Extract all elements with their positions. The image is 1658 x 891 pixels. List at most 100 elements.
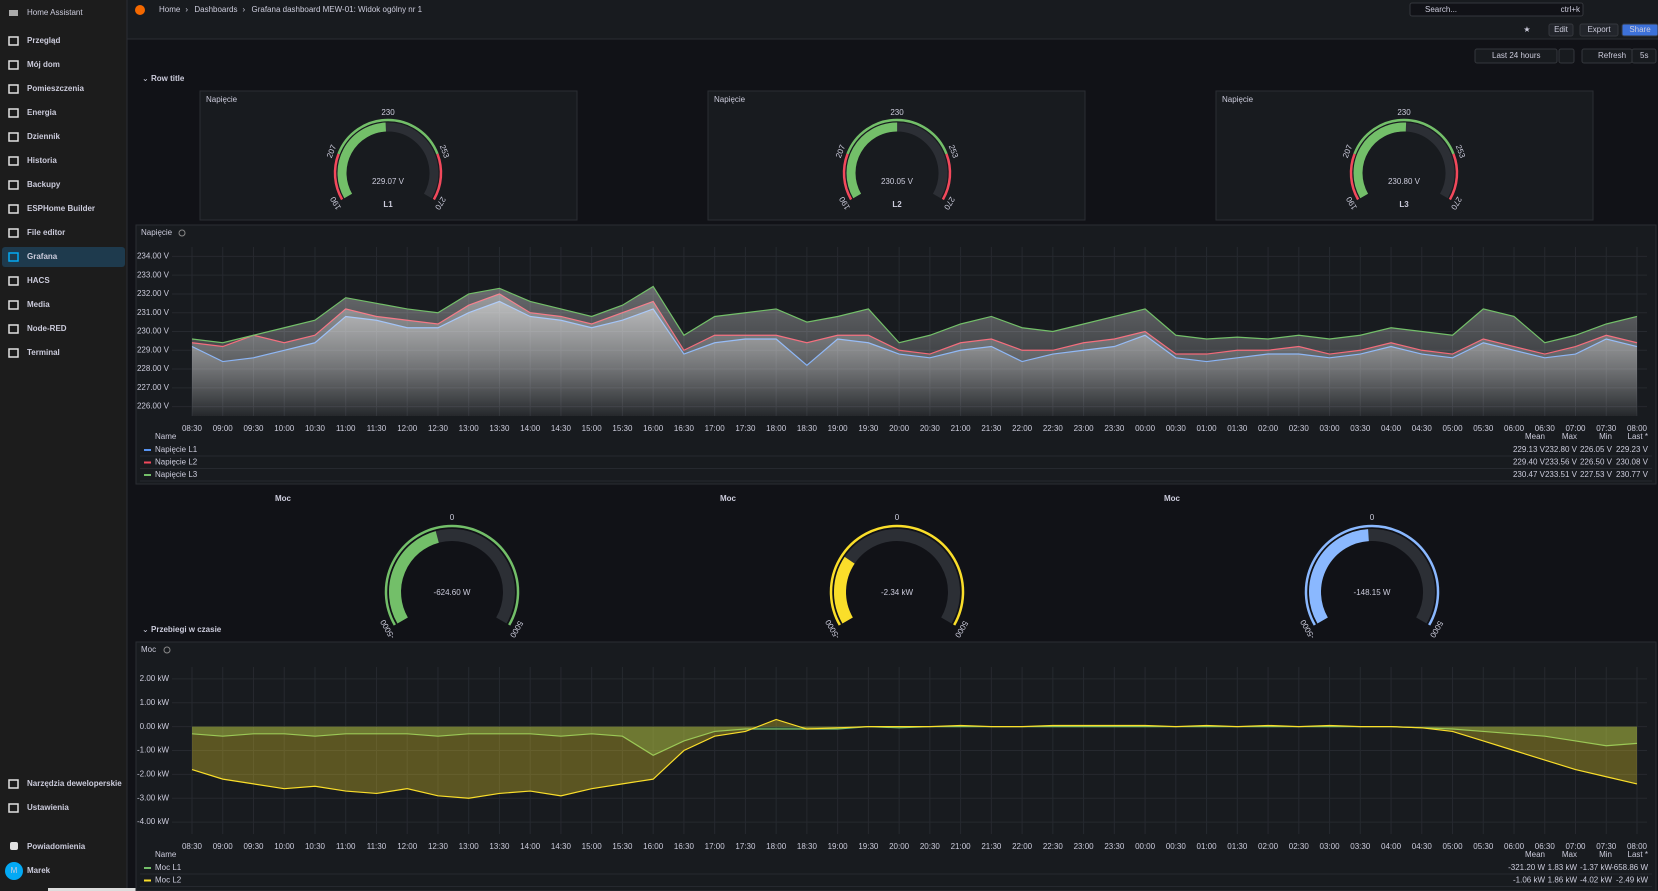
- avatar-letter: M: [11, 866, 18, 875]
- nav-item[interactable]: File editor: [27, 228, 65, 237]
- y-tick-label: 231.00 V: [137, 308, 170, 317]
- nav-item[interactable]: HACS: [27, 276, 50, 285]
- legend-header[interactable]: Min: [1599, 432, 1612, 441]
- panel-title: Napięcie: [714, 95, 746, 104]
- x-tick-label: 00:30: [1166, 424, 1187, 433]
- x-tick-label: 11:00: [336, 842, 356, 851]
- row-title[interactable]: Przebiegi w czasie: [151, 625, 222, 634]
- x-tick-label: 09:30: [243, 424, 264, 433]
- notifications[interactable]: Powiadomienia: [27, 842, 86, 851]
- y-tick-label: 232.00 V: [137, 289, 170, 298]
- time-picker[interactable]: [1474, 48, 1558, 64]
- nav-item[interactable]: Narzędzia deweloperskie: [27, 779, 122, 788]
- legend-stat: 226.05 V: [1580, 445, 1613, 454]
- legend-name[interactable]: Moc L1: [155, 863, 182, 872]
- threshold: [432, 153, 443, 201]
- toolbar-button[interactable]: [1621, 23, 1658, 37]
- x-tick-label: 10:00: [274, 842, 295, 851]
- threshold: [829, 524, 965, 626]
- nav-item[interactable]: Ustawienia: [27, 803, 69, 812]
- legend-name[interactable]: Napięcie L2: [155, 458, 198, 467]
- x-tick-label: 22:00: [1012, 842, 1033, 851]
- x-tick-label: 20:00: [889, 424, 910, 433]
- nav-item[interactable]: Media: [27, 300, 50, 309]
- info-icon[interactable]: [163, 646, 171, 654]
- zoom-button[interactable]: [1558, 48, 1575, 64]
- nav-item[interactable]: Przegląd: [27, 36, 60, 45]
- threshold: [846, 118, 948, 155]
- nav-item[interactable]: ESPHome Builder: [27, 204, 95, 213]
- x-tick-label: 06:30: [1535, 842, 1556, 851]
- x-tick-label: 07:00: [1565, 842, 1586, 851]
- legend-header[interactable]: Last *: [1628, 432, 1648, 441]
- legend-header[interactable]: Last *: [1628, 850, 1648, 859]
- nav-item[interactable]: Backupy: [27, 180, 61, 189]
- x-tick-label: 18:30: [797, 842, 818, 851]
- x-tick-label: 00:30: [1166, 842, 1187, 851]
- threshold: [1349, 153, 1360, 201]
- x-tick-label: 13:30: [489, 842, 510, 851]
- gauge-value-label: -624.60 W: [434, 588, 471, 597]
- nav-item[interactable]: Mój dom: [27, 60, 60, 69]
- legend-header[interactable]: Min: [1599, 850, 1612, 859]
- star[interactable]: ★: [1523, 25, 1530, 34]
- legend-name[interactable]: Moc L2: [155, 876, 182, 885]
- threshold: [333, 153, 344, 201]
- x-tick-label: 21:00: [951, 842, 972, 851]
- y-tick-label: 233.00 V: [137, 270, 170, 279]
- nav-item[interactable]: Pomieszczenia: [27, 84, 84, 93]
- nav-item[interactable]: Terminal: [27, 348, 60, 357]
- toolbar: [127, 19, 1658, 39]
- legend-header[interactable]: Mean: [1525, 432, 1545, 441]
- nav-item[interactable]: Dziennik: [27, 132, 60, 141]
- nav-icon: [8, 204, 19, 214]
- y-tick-label: 226.00 V: [137, 402, 170, 411]
- nav-icon: [8, 276, 19, 286]
- breadcrumb[interactable]: Home: [159, 5, 181, 14]
- x-tick-label: 19:30: [858, 424, 879, 433]
- x-tick-label: 06:30: [1535, 424, 1556, 433]
- row-chevron: ⌄: [142, 74, 149, 83]
- toolbar-button[interactable]: [1548, 23, 1574, 37]
- gauge-tick: 0: [450, 513, 455, 522]
- search-box[interactable]: [1409, 2, 1584, 17]
- breadcrumb[interactable]: Dashboards: [194, 5, 237, 14]
- user-name[interactable]: Marek: [27, 866, 51, 875]
- panel-title: Moc: [720, 494, 737, 503]
- series-line: [191, 718, 1638, 799]
- interval-button[interactable]: [1631, 48, 1657, 64]
- row-title[interactable]: Row title: [151, 74, 185, 83]
- x-tick-label: 04:00: [1381, 424, 1402, 433]
- gauge-tick: 0: [895, 513, 900, 522]
- panel-title: Napięcie: [141, 228, 173, 237]
- legend-name[interactable]: Napięcie L1: [155, 445, 198, 454]
- panel: [1215, 90, 1594, 221]
- toolbar-button[interactable]: [1579, 23, 1619, 37]
- gauge-value-label: 229.07 V: [372, 177, 405, 186]
- nav-item[interactable]: Node-RED: [27, 324, 67, 333]
- legend-header[interactable]: Mean: [1525, 850, 1545, 859]
- nav-item[interactable]: Energia: [27, 108, 57, 117]
- nav-item[interactable]: Grafana: [27, 252, 58, 261]
- legend-header: Name: [155, 432, 177, 441]
- legend-name[interactable]: Napięcie L3: [155, 470, 198, 479]
- x-tick-label: 02:30: [1289, 424, 1310, 433]
- legend-header[interactable]: Max: [1562, 850, 1577, 859]
- legend-stat: 1.83 kW: [1548, 863, 1578, 872]
- x-tick-label: 20:30: [920, 842, 941, 851]
- x-tick-label: 01:30: [1227, 842, 1248, 851]
- x-tick-label: 21:30: [981, 842, 1002, 851]
- legend-header[interactable]: Max: [1562, 432, 1577, 441]
- gauge-value: [834, 556, 855, 624]
- nav-item[interactable]: Historia: [27, 156, 57, 165]
- gauge-value: [389, 531, 440, 624]
- toolbar-button-label: Export: [1587, 25, 1611, 34]
- nav-icon: [8, 803, 19, 813]
- grafana-logo[interactable]: [135, 5, 145, 15]
- info-icon[interactable]: [178, 229, 186, 237]
- x-tick-label: 11:30: [367, 424, 387, 433]
- legend-stat: 232.80 V: [1545, 445, 1578, 454]
- legend-stat: 229.23 V: [1616, 445, 1649, 454]
- menu-icon[interactable]: [9, 10, 18, 16]
- x-tick-label: 19:00: [828, 842, 849, 851]
